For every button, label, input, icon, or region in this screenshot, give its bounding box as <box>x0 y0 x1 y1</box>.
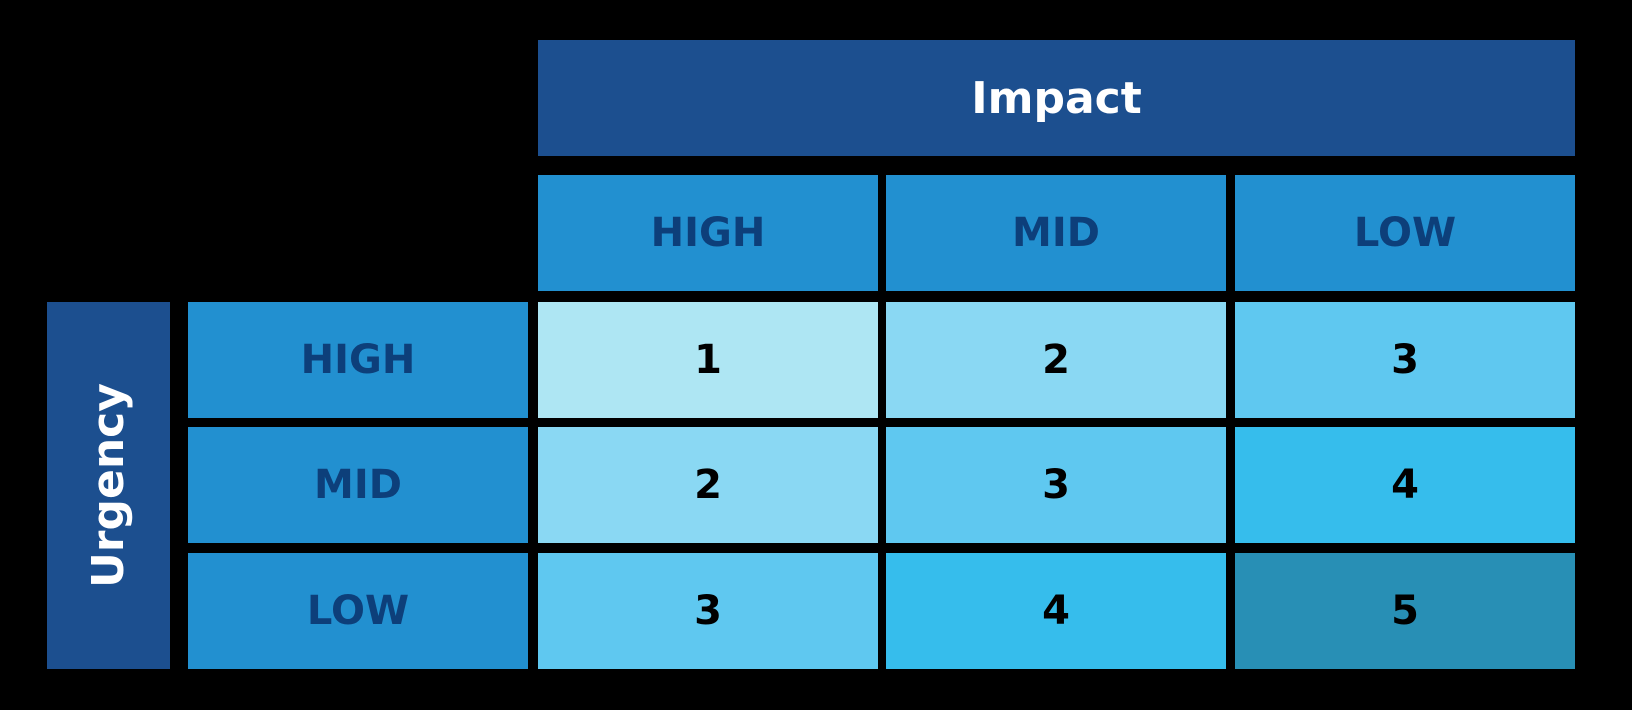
priority-cell-text: 2 <box>694 462 722 508</box>
priority-cell-text: 3 <box>694 588 722 634</box>
urgency-label: Urgency <box>83 383 135 588</box>
priority-cell: 3 <box>1235 302 1575 418</box>
impact-level: MID <box>886 175 1226 291</box>
impact-label: Impact <box>971 72 1142 124</box>
urgency-level-text: MID <box>314 462 402 508</box>
urgency-level: MID <box>188 427 528 543</box>
priority-cell-text: 4 <box>1042 588 1070 634</box>
impact-level: LOW <box>1235 175 1575 291</box>
priority-cell-text: 5 <box>1391 588 1419 634</box>
impact-header: Impact <box>538 40 1575 156</box>
impact-level: HIGH <box>538 175 878 291</box>
priority-cell-text: 2 <box>1042 337 1070 383</box>
urgency-header: Urgency <box>47 302 170 669</box>
urgency-level: LOW <box>188 553 528 669</box>
priority-cell: 1 <box>538 302 878 418</box>
priority-cell-text: 3 <box>1391 337 1419 383</box>
impact-level-text: HIGH <box>650 210 766 256</box>
impact-level-text: MID <box>1012 210 1100 256</box>
priority-cell-text: 1 <box>694 337 722 383</box>
urgency-level: HIGH <box>188 302 528 418</box>
priority-cell: 3 <box>886 427 1226 543</box>
priority-cell: 2 <box>886 302 1226 418</box>
impact-level-text: LOW <box>1353 210 1457 256</box>
urgency-level-text: LOW <box>306 588 410 634</box>
urgency-level-text: HIGH <box>300 337 416 383</box>
priority-cell: 4 <box>886 553 1226 669</box>
priority-cell: 5 <box>1235 553 1575 669</box>
priority-cell: 3 <box>538 553 878 669</box>
priority-cell-text: 3 <box>1042 462 1070 508</box>
priority-cell: 4 <box>1235 427 1575 543</box>
priority-cell-text: 4 <box>1391 462 1419 508</box>
priority-cell: 2 <box>538 427 878 543</box>
